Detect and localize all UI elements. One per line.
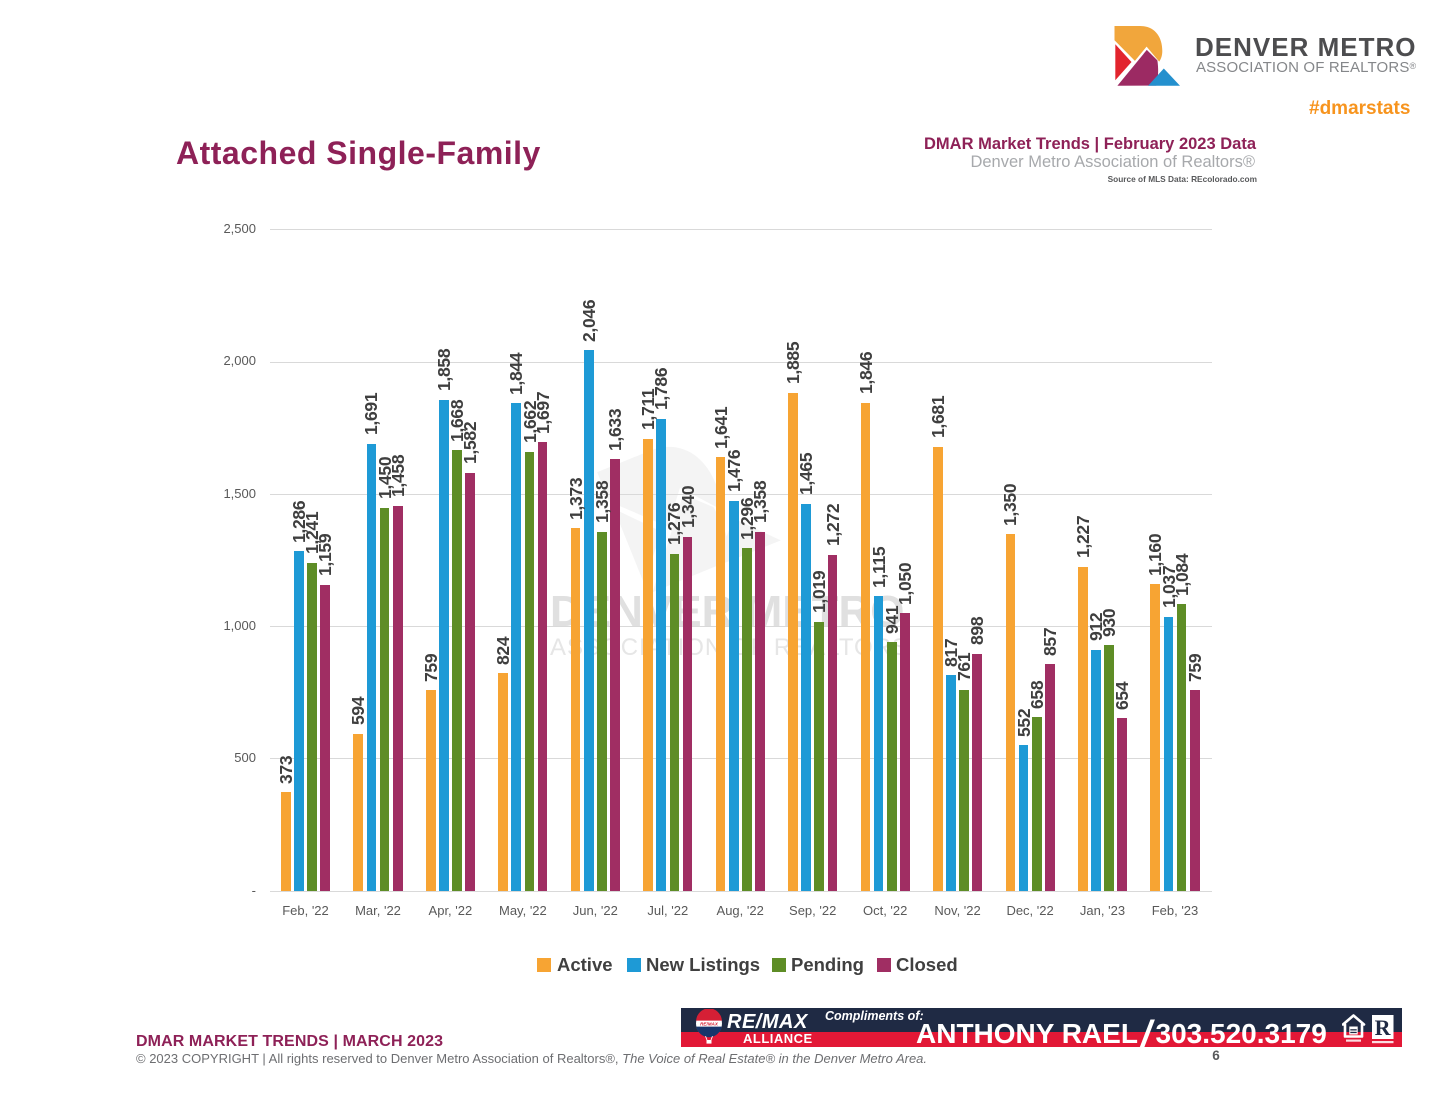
svg-text:R: R — [1375, 1015, 1392, 1040]
svg-text:RE/MAX: RE/MAX — [700, 1021, 719, 1026]
